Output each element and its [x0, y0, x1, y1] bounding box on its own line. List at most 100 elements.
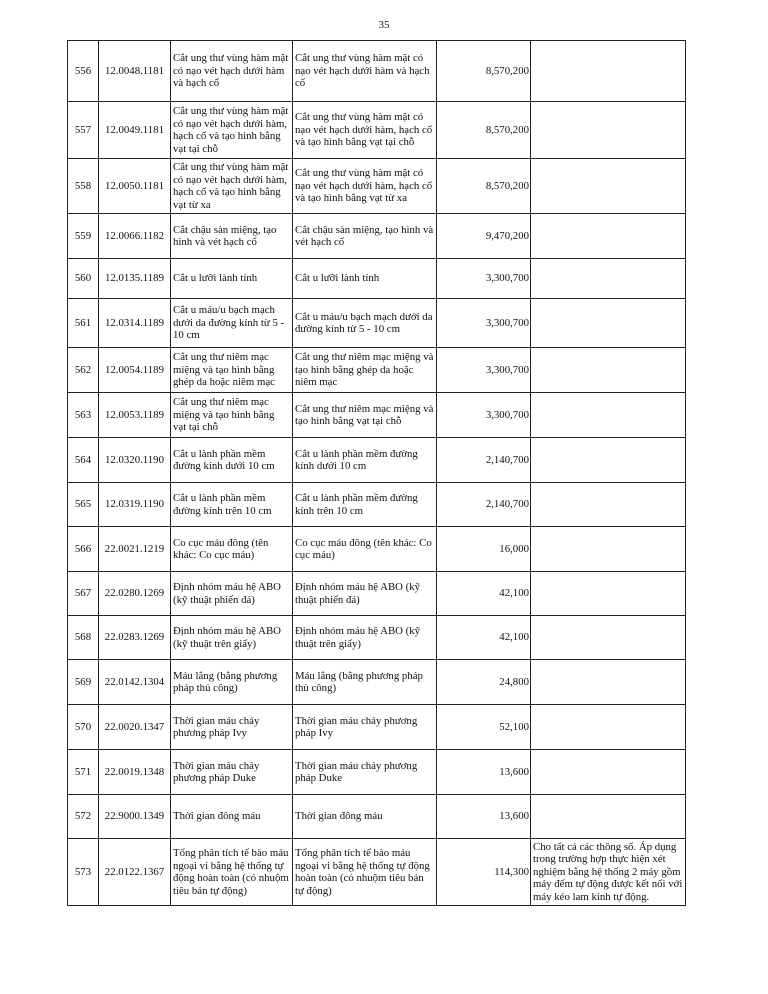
service-name-approved-cell: Tổng phân tích tế bào máu ngoại vi bằng … — [292, 838, 437, 906]
service-code-cell: 12.0054.1189 — [98, 347, 171, 393]
service-name-cell: Định nhóm máu hệ ABO (kỹ thuật phiến đá) — [170, 571, 293, 616]
service-name-cell: Cắt ung thư vùng hàm mặt có nạo vét hạch… — [170, 101, 293, 159]
service-code-cell: 22.0280.1269 — [98, 571, 171, 616]
price-cell: 13,600 — [436, 794, 531, 839]
row-number-cell: 573 — [67, 838, 99, 906]
table-row: 558 12.0050.1181 Cắt ung thư vùng hàm mặt … — [67, 158, 686, 214]
service-name-cell: Thời gian máu chảy phương pháp Duke — [170, 749, 293, 795]
table-row: 562 12.0054.1189 Cắt ung thư niêm mạc miện… — [67, 347, 686, 393]
service-name-approved-cell: Cắt chậu sàn miệng, tạo hình và vét hạch… — [292, 213, 437, 259]
price-cell: 24,800 — [436, 659, 531, 705]
price-cell: 3,300,700 — [436, 298, 531, 348]
note-cell — [530, 392, 686, 438]
note-cell — [530, 571, 686, 616]
service-code-cell: 22.0020.1347 — [98, 704, 171, 750]
table-row: 556 12.0048.1181 Cắt ung thư vùng hàm mặt … — [67, 40, 686, 102]
service-name-approved-cell: Cắt ung thư vùng hàm mặt có nạo vét hạch… — [292, 40, 437, 102]
service-name-approved-cell: Cắt ung thư vùng hàm mặt có nạo vét hạch… — [292, 101, 437, 159]
service-code-cell: 12.0066.1182 — [98, 213, 171, 259]
note-cell — [530, 40, 686, 102]
service-code-cell: 12.0050.1181 — [98, 158, 171, 214]
page-number: 35 — [378, 19, 390, 31]
row-number-cell: 563 — [67, 392, 99, 438]
price-cell: 8,570,200 — [436, 40, 531, 102]
service-code-cell: 22.0122.1367 — [98, 838, 171, 906]
service-name-approved-cell: Định nhóm máu hệ ABO (kỹ thuật phiến đá) — [292, 571, 437, 616]
service-name-cell: Định nhóm máu hệ ABO (kỹ thuật trên giấy… — [170, 615, 293, 660]
row-number-cell: 572 — [67, 794, 99, 839]
table-row: 560 12.0135.1189 Cắt u lưỡi lành tính Cắt u… — [67, 258, 686, 299]
table-row: 570 22.0020.1347 Thời gian máu chảy phương… — [67, 704, 686, 750]
row-number-cell: 571 — [67, 749, 99, 795]
price-cell: 42,100 — [436, 571, 531, 616]
note-cell — [530, 347, 686, 393]
price-cell: 42,100 — [436, 615, 531, 660]
row-number-cell: 560 — [67, 258, 99, 299]
row-number-cell: 559 — [67, 213, 99, 259]
service-name-approved-cell: Cắt u máu/u bạch mạch dưới da đường kính… — [292, 298, 437, 348]
table-row: 573 22.0122.1367 Tổng phân tích tế bào máu… — [67, 838, 686, 906]
note-cell — [530, 749, 686, 795]
service-code-cell: 22.0021.1219 — [98, 526, 171, 572]
service-name-cell: Cắt u máu/u bạch mạch dưới da đường kính… — [170, 298, 293, 348]
service-code-cell: 12.0320.1190 — [98, 437, 171, 483]
service-name-approved-cell: Co cục máu đông (tên khác: Co cục máu) — [292, 526, 437, 572]
table-row: 557 12.0049.1181 Cắt ung thư vùng hàm mặt … — [67, 101, 686, 159]
service-code-cell: 22.0142.1304 — [98, 659, 171, 705]
service-name-cell: Cắt ung thư vùng hàm mặt có nạo vét hạch… — [170, 158, 293, 214]
service-name-cell: Cắt u lành phần mềm đường kính dưới 10 c… — [170, 437, 293, 483]
service-name-cell: Thời gian máu chảy phương pháp Ivy — [170, 704, 293, 750]
service-name-cell: Thời gian đông máu — [170, 794, 293, 839]
price-cell: 114,300 — [436, 838, 531, 906]
note-cell — [530, 437, 686, 483]
table-row: 563 12.0053.1189 Cắt ung thư niêm mạc miện… — [67, 392, 686, 438]
service-code-cell: 22.0283.1269 — [98, 615, 171, 660]
service-name-cell: Cắt u lành phần mềm đường kính trên 10 c… — [170, 482, 293, 527]
price-cell: 9,470,200 — [436, 213, 531, 259]
price-cell: 2,140,700 — [436, 482, 531, 527]
service-name-approved-cell: Thời gian đông máu — [292, 794, 437, 839]
row-number-cell: 556 — [67, 40, 99, 102]
service-name-cell: Máu lắng (bằng phương pháp thủ công) — [170, 659, 293, 705]
note-cell — [530, 526, 686, 572]
service-name-approved-cell: Thời gian máu chảy phương pháp Duke — [292, 749, 437, 795]
note-cell — [530, 258, 686, 299]
service-code-cell: 12.0053.1189 — [98, 392, 171, 438]
service-name-cell: Tổng phân tích tế bào máu ngoại vi bằng … — [170, 838, 293, 906]
price-cell: 3,300,700 — [436, 258, 531, 299]
table-row: 568 22.0283.1269 Định nhóm máu hệ ABO (kỹ … — [67, 615, 686, 660]
note-cell — [530, 794, 686, 839]
service-name-cell: Co cục máu đông (tên khác: Co cục máu) — [170, 526, 293, 572]
service-code-cell: 12.0048.1181 — [98, 40, 171, 102]
service-name-approved-cell: Cắt u lưỡi lành tính — [292, 258, 437, 299]
price-cell: 8,570,200 — [436, 158, 531, 214]
service-name-cell: Cắt ung thư niêm mạc miệng và tạo hình b… — [170, 392, 293, 438]
row-number-cell: 562 — [67, 347, 99, 393]
note-cell — [530, 482, 686, 527]
note-cell — [530, 158, 686, 214]
service-name-cell: Cắt chậu sàn miệng, tạo hình và vét hạch… — [170, 213, 293, 259]
price-cell: 52,100 — [436, 704, 531, 750]
service-code-cell: 12.0319.1190 — [98, 482, 171, 527]
price-cell: 8,570,200 — [436, 101, 531, 159]
row-number-cell: 565 — [67, 482, 99, 527]
row-number-cell: 564 — [67, 437, 99, 483]
table-row: 571 22.0019.1348 Thời gian máu chảy phương… — [67, 749, 686, 795]
row-number-cell: 566 — [67, 526, 99, 572]
table-row: 567 22.0280.1269 Định nhóm máu hệ ABO (kỹ … — [67, 571, 686, 616]
note-cell — [530, 101, 686, 159]
service-code-cell: 22.0019.1348 — [98, 749, 171, 795]
service-name-approved-cell: Cắt u lành phần mềm đường kính trên 10 c… — [292, 482, 437, 527]
price-cell: 16,000 — [436, 526, 531, 572]
service-name-cell: Cắt ung thư vùng hàm mặt có nạo vét hạch… — [170, 40, 293, 102]
service-name-approved-cell: Máu lắng (bằng phương pháp thủ công) — [292, 659, 437, 705]
service-name-cell: Cắt ung thư niêm mạc miệng và tạo hình b… — [170, 347, 293, 393]
table-row: 564 12.0320.1190 Cắt u lành phần mềm đường… — [67, 437, 686, 483]
note-cell — [530, 659, 686, 705]
row-number-cell: 567 — [67, 571, 99, 616]
service-name-approved-cell: Định nhóm máu hệ ABO (kỹ thuật trên giấy… — [292, 615, 437, 660]
service-name-approved-cell: Cắt ung thư niêm mạc miệng và tạo hình b… — [292, 347, 437, 393]
service-code-cell: 12.0314.1189 — [98, 298, 171, 348]
table-row: 561 12.0314.1189 Cắt u máu/u bạch mạch dướ… — [67, 298, 686, 348]
table-row: 559 12.0066.1182 Cắt chậu sàn miệng, tạo h… — [67, 213, 686, 259]
